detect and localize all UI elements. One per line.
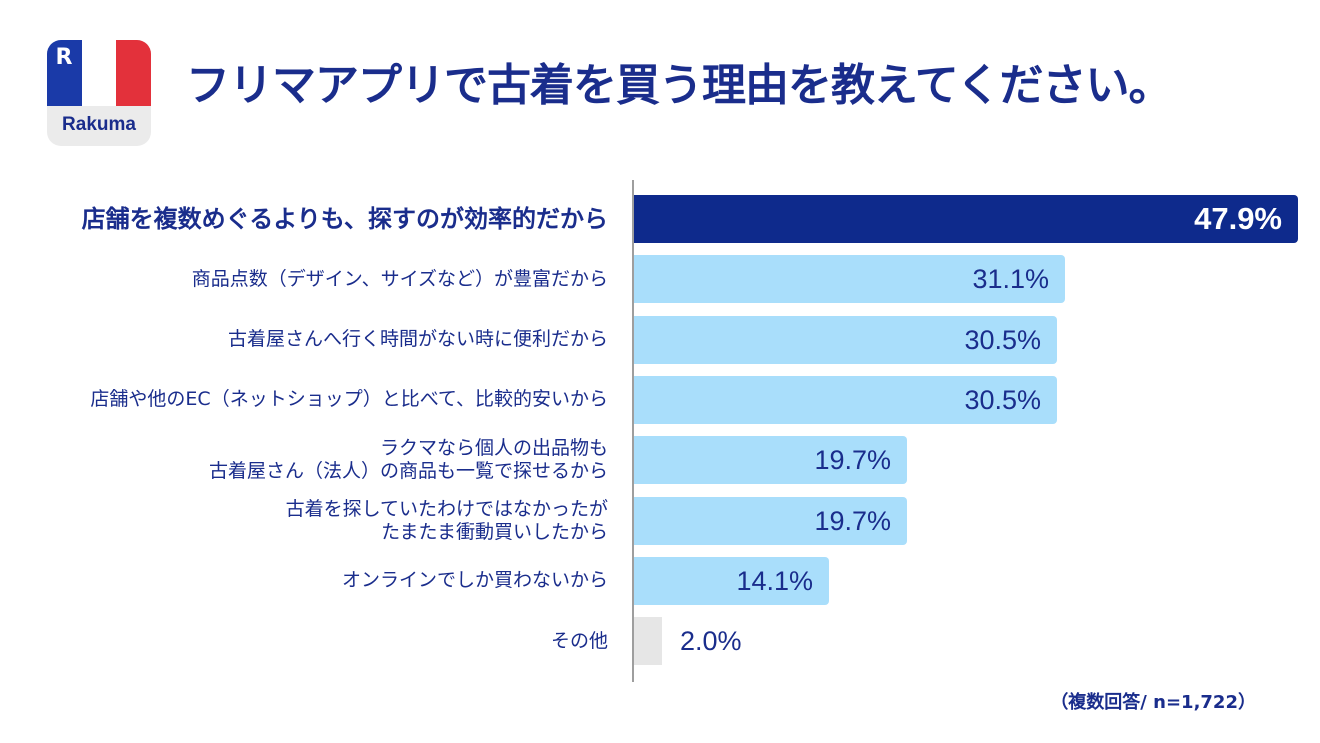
chart-row: 店舗や他のEC（ネットショップ）と比べて、比較的安いから 30.5%: [0, 375, 1320, 425]
value-label: 30.5%: [964, 384, 1041, 415]
category-label: 古着屋さんへ行く時間がない時に便利だから: [227, 328, 608, 351]
page-title: フリマアプリで古着を買う理由を教えてください。: [186, 60, 1172, 111]
french-flag-icon: [47, 40, 151, 106]
value-label: 30.5%: [964, 324, 1041, 355]
chart-row: 古着を探していたわけではなかったが たまたま衝動買いしたから 19.7%: [0, 496, 1320, 546]
category-label: その他: [550, 629, 608, 652]
chart-row: ラクマなら個人の出品物も 古着屋さん（法人）の商品も一覧で探せるから 19.7%: [0, 435, 1320, 485]
chart-row: 商品点数（デザイン、サイズなど）が豊富だから 31.1%: [0, 254, 1320, 304]
category-label: 店舗や他のEC（ネットショップ）と比べて、比較的安いから: [90, 388, 608, 411]
value-label: 2.0%: [680, 626, 742, 657]
category-label: 商品点数（デザイン、サイズなど）が豊富だから: [191, 267, 608, 290]
bar: [634, 375, 1057, 424]
value-label: 47.9%: [1194, 201, 1282, 236]
category-label: 古着を探していたわけではなかったが たまたま衝動買いしたから: [285, 497, 608, 543]
rakuma-logo: R Rakuma: [47, 40, 151, 146]
sample-note: （複数回答/ n=1,722）: [1050, 692, 1256, 713]
chart-row: 店舗を複数めぐるよりも、探すのが効率的だから 47.9%: [0, 194, 1320, 244]
value-label: 31.1%: [972, 264, 1049, 295]
category-label: オンラインでしか買わないから: [341, 569, 608, 592]
chart-row: オンラインでしか買わないから 14.1%: [0, 556, 1320, 606]
bar: [634, 255, 1065, 304]
value-label: 14.1%: [736, 565, 813, 596]
bar: [634, 315, 1057, 364]
logo-brand-text: Rakuma: [62, 114, 136, 135]
chart-row: その他 2.0%: [0, 616, 1320, 666]
bar: [634, 195, 1298, 243]
category-label: 店舗を複数めぐるよりも、探すのが効率的だから: [81, 204, 608, 233]
rakuma-r-icon: R: [55, 45, 73, 70]
bar: [634, 436, 907, 485]
category-label: ラクマなら個人の出品物も 古着屋さん（法人）の商品も一覧で探せるから: [208, 437, 608, 483]
bar: [634, 556, 829, 605]
value-label: 19.7%: [814, 445, 891, 476]
chart-row: 古着屋さんへ行く時間がない時に便利だから 30.5%: [0, 315, 1320, 365]
value-label: 19.7%: [814, 505, 891, 536]
bar: [634, 617, 662, 666]
chart-axis-line: [632, 180, 634, 682]
bar: [634, 496, 907, 545]
